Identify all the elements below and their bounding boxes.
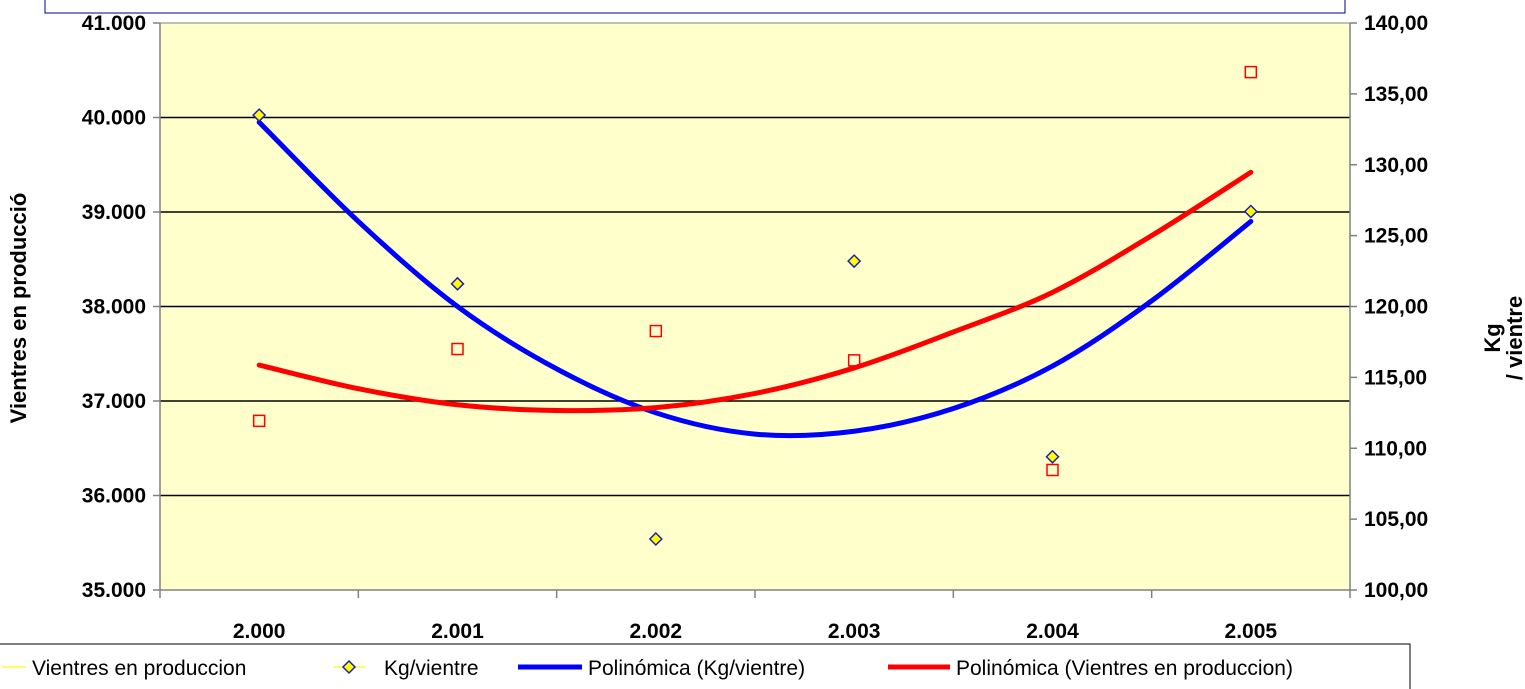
legend-frame [0,643,1411,689]
x-tick-label: 2.002 [630,620,683,643]
kg-vientre-point [1045,449,1060,464]
right-tick-label: 125,00 [1364,225,1428,248]
left-tick-label: 35.000 [82,579,146,602]
right-tick-label: 115,00 [1364,366,1427,389]
trendlines [256,119,1254,439]
x-tick-label: 2.003 [828,620,881,643]
right-tick-label: 100,00 [1364,579,1428,602]
legend-label-kg: Kg/vientre [384,657,479,680]
right-tick-label: 120,00 [1364,296,1428,319]
vientres-point [1046,463,1059,477]
vientres-point [451,342,464,356]
kg-vientre-point [252,108,267,123]
kg-vientre-point [648,531,663,547]
left-axis-tick-labels: 35.000 36.000 37.000 38.000 39.000 40.000 41.0… [82,12,160,602]
x-axis-tick-labels: 2.000 2.001 2.002 2.003 2.004 2.005 [159,590,1351,643]
vientres-point [649,324,663,338]
left-tick-label: 36.000 [82,485,146,508]
vientres-point [1244,65,1258,79]
left-tick-label: 41.000 [82,12,146,35]
legend-label-poly-vientres: Polinómica (Vientres en produccion) [956,657,1293,680]
right-tick-label: 140,00 [1364,12,1428,35]
kg-vientre-point [1243,204,1258,219]
right-tick-label: 135,00 [1364,83,1428,106]
legend-swatch-kg-diamond [341,659,357,675]
right-tick-label: 105,00 [1364,508,1428,531]
x-tick-label: 2.005 [1225,620,1278,643]
x-tick-label: 2.004 [1026,620,1079,643]
right-axis-title-line1: Kg [1480,323,1505,352]
left-axis-title: Vientres en producció [6,193,31,424]
vientres-point [252,414,266,428]
left-tick-label: 38.000 [82,296,146,319]
legend-label-poly-kg: Polinómica (Kg/vientre) [588,657,805,680]
chart-title-frame [44,0,1346,14]
data-markers [252,65,1258,547]
legend-label-vientres: Vientres en produccion [32,657,246,680]
right-axis-title-line2: / vientre [1502,296,1525,380]
right-axis-tick-labels: 100,00 105,00 110,00 115,00 120,00 125,00 130,… [1350,12,1428,602]
left-tick-label: 39.000 [82,201,146,224]
x-tick-label: 2.000 [233,620,286,643]
gridlines [160,116,1350,497]
left-tick-label: 40.000 [82,107,146,130]
left-tick-label: 37.000 [82,390,146,413]
trendline-kg [256,119,1254,439]
right-tick-label: 110,00 [1364,437,1427,460]
kg-vientre-point [450,276,465,291]
kg-vientre-point [847,254,862,269]
vientres-point [847,354,861,367]
right-tick-label: 130,00 [1364,154,1428,177]
legend: Vientres en produccion Kg/vientre Polinó… [0,643,1411,689]
trendline-vientres [256,169,1254,414]
x-tick-label: 2.001 [431,620,484,643]
